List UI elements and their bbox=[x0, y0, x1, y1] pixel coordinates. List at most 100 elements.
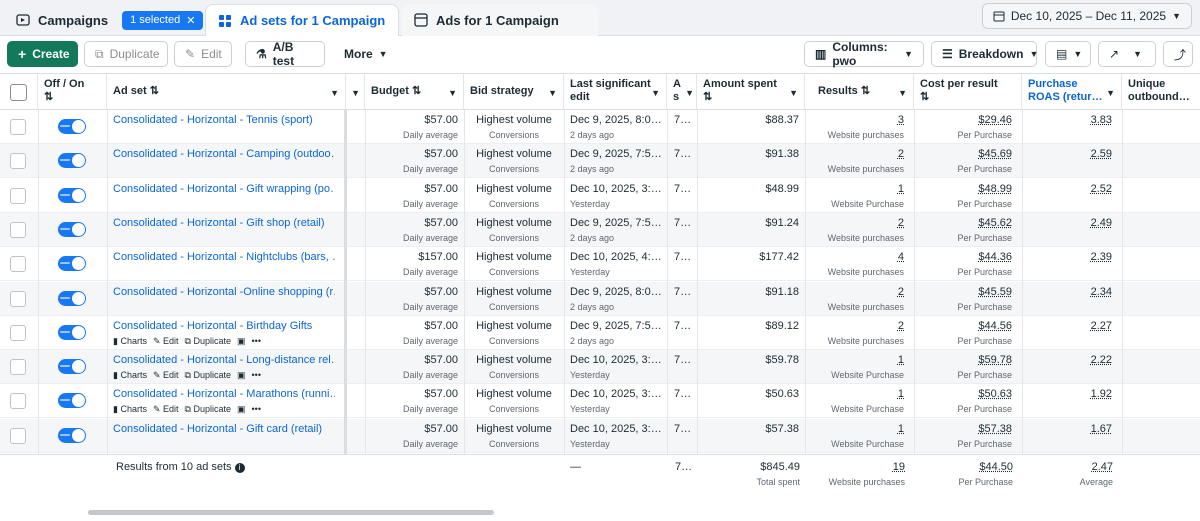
charts-action[interactable]: ▮ Charts bbox=[113, 370, 147, 381]
cost-per-result-value[interactable]: $48.99 bbox=[978, 182, 1012, 195]
on-off-toggle[interactable] bbox=[58, 153, 86, 169]
row-checkbox[interactable] bbox=[10, 359, 26, 376]
on-off-toggle[interactable] bbox=[58, 187, 86, 203]
on-off-toggle[interactable] bbox=[58, 256, 86, 272]
row-checkbox[interactable] bbox=[10, 187, 26, 204]
ad-set-name-link[interactable]: Consolidated - Horizontal - Marathons (r… bbox=[113, 388, 335, 401]
on-off-toggle[interactable] bbox=[58, 290, 86, 306]
on-off-toggle[interactable] bbox=[58, 359, 86, 375]
table-row[interactable]: Consolidated - Horizontal - Tennis (spor… bbox=[0, 110, 1200, 144]
table-row[interactable]: Consolidated - Horizontal - Nightclubs (… bbox=[0, 247, 1200, 282]
row-checkbox[interactable] bbox=[10, 221, 26, 238]
results-value[interactable]: 2 bbox=[897, 216, 904, 229]
ad-set-name-link[interactable]: Consolidated - Horizontal - Birthday Gif… bbox=[113, 319, 313, 332]
table-row[interactable]: Consolidated - Horizontal - Gift shop (r… bbox=[0, 212, 1200, 247]
table-row[interactable]: Consolidated - Horizontal - Long-distanc… bbox=[0, 350, 1200, 385]
chart-button[interactable]: ⤴ bbox=[1163, 41, 1193, 67]
roas-value[interactable]: 2.59 bbox=[1090, 148, 1112, 161]
results-value[interactable]: 2 bbox=[897, 285, 904, 298]
roas-value[interactable]: 2.27 bbox=[1090, 319, 1112, 332]
results-value[interactable]: 1 bbox=[897, 354, 904, 367]
results-value[interactable]: 1 bbox=[897, 182, 904, 195]
row-checkbox[interactable] bbox=[10, 324, 26, 341]
cost-per-result-value[interactable]: $45.69 bbox=[978, 148, 1012, 161]
more-icon[interactable]: ••• bbox=[251, 370, 261, 381]
duplicate-action[interactable]: ⧉ Duplicate bbox=[184, 335, 231, 346]
cost-per-result-value[interactable]: $59.78 bbox=[978, 354, 1012, 367]
ab-test-button[interactable]: ⚗ A/B test bbox=[245, 40, 325, 68]
row-checkbox[interactable] bbox=[10, 119, 26, 135]
header-attribution[interactable]: A s ▼ bbox=[667, 74, 697, 110]
cost-per-result-value[interactable]: $45.62 bbox=[978, 216, 1012, 229]
ad-set-name-link[interactable]: Consolidated - Horizontal - Nightclubs (… bbox=[113, 251, 335, 264]
row-checkbox[interactable] bbox=[10, 290, 26, 307]
results-value[interactable]: 1 bbox=[897, 388, 904, 401]
ad-set-name-link[interactable]: Consolidated - Horizontal - Camping (out… bbox=[113, 148, 335, 161]
results-value[interactable]: 4 bbox=[897, 251, 904, 264]
edit-button[interactable]: ✎ Edit bbox=[174, 41, 232, 67]
header-budget[interactable]: Budget ⇅ ▼ bbox=[365, 74, 464, 110]
ad-set-name-link[interactable]: Consolidated - Horizontal - Gift wrappin… bbox=[113, 182, 335, 195]
roas-value[interactable]: 2.52 bbox=[1090, 182, 1112, 195]
tab-campaigns[interactable]: Campaigns 1 selected ✕ bbox=[4, 4, 215, 36]
image-icon[interactable]: ▣ bbox=[237, 404, 246, 415]
header-bid-strategy[interactable]: Bid strategy ▼ bbox=[464, 74, 564, 110]
row-checkbox[interactable] bbox=[10, 256, 26, 273]
ad-set-name-link[interactable]: Consolidated - Horizontal -Online shoppi… bbox=[113, 285, 335, 298]
on-off-toggle[interactable] bbox=[58, 221, 86, 237]
image-icon[interactable]: ▣ bbox=[237, 335, 246, 346]
cost-per-result-value[interactable]: $57.38 bbox=[978, 422, 1012, 435]
roas-value[interactable]: 2.39 bbox=[1090, 251, 1112, 264]
header-cost-per-result[interactable]: Cost per result ⇅ bbox=[914, 74, 1022, 110]
table-row[interactable]: Consolidated - Horizontal - Gift wrappin… bbox=[0, 179, 1200, 213]
results-value[interactable]: 2 bbox=[897, 148, 904, 161]
table-row[interactable]: Consolidated - Horizontal - Marathons (r… bbox=[0, 384, 1200, 419]
results-value[interactable]: 1 bbox=[897, 422, 904, 435]
ad-set-name-link[interactable]: Consolidated - Horizontal - Tennis (spor… bbox=[113, 114, 313, 126]
ad-set-name-link[interactable]: Consolidated - Horizontal - Gift card (r… bbox=[113, 422, 323, 435]
results-value[interactable]: 2 bbox=[897, 319, 904, 332]
row-checkbox[interactable] bbox=[10, 393, 26, 410]
tab-ads[interactable]: Ads for 1 Campaign bbox=[402, 4, 598, 36]
breakdown-button[interactable]: ☰ Breakdown ▼ bbox=[931, 41, 1038, 67]
create-button[interactable]: + Create bbox=[7, 41, 78, 67]
export-button[interactable]: ↗ ▼ bbox=[1098, 41, 1156, 67]
cost-per-result-value[interactable]: $29.46 bbox=[978, 114, 1012, 126]
header-amount-spent[interactable]: Amount spent ⇅ ▼ bbox=[697, 74, 805, 110]
header-unique-outbound[interactable]: Unique outbound… bbox=[1122, 74, 1200, 110]
edit-action[interactable]: ✎ Edit bbox=[152, 370, 179, 381]
select-all-checkbox[interactable] bbox=[10, 84, 27, 101]
charts-action[interactable]: ▮ Charts bbox=[113, 335, 147, 346]
results-value[interactable]: 3 bbox=[897, 114, 904, 126]
duplicate-action[interactable]: ⧉ Duplicate bbox=[184, 370, 231, 381]
roas-value[interactable]: 1.92 bbox=[1090, 388, 1112, 401]
on-off-toggle[interactable] bbox=[58, 119, 86, 134]
more-icon[interactable]: ••• bbox=[251, 335, 261, 346]
header-results[interactable]: Results ⇅ ▼ bbox=[805, 74, 914, 110]
table-row[interactable]: Consolidated - Horizontal - Gift card (r… bbox=[0, 418, 1200, 453]
table-row[interactable]: Consolidated - Horizontal - Birthday Gif… bbox=[0, 316, 1200, 350]
on-off-toggle[interactable] bbox=[58, 324, 86, 340]
more-button[interactable]: More ▼ bbox=[334, 41, 394, 67]
on-off-toggle[interactable] bbox=[58, 427, 86, 443]
cost-per-result-value[interactable]: $44.36 bbox=[978, 251, 1012, 264]
header-ad-set[interactable]: Ad set ⇅ ▼ bbox=[107, 74, 346, 110]
cost-per-result-value[interactable]: $50.63 bbox=[978, 388, 1012, 401]
info-icon[interactable]: i bbox=[234, 463, 245, 473]
row-checkbox[interactable] bbox=[10, 427, 26, 444]
table-row[interactable]: Consolidated - Horizontal - Camping (out… bbox=[0, 144, 1200, 179]
roas-value[interactable]: 2.22 bbox=[1090, 354, 1112, 367]
date-range-picker[interactable]: Dec 10, 2025 – Dec 11, 2025 ▼ bbox=[981, 3, 1192, 29]
tab-ad-sets[interactable]: Ad sets for 1 Campaign bbox=[205, 4, 399, 36]
reports-button[interactable]: ▤ ▼ bbox=[1045, 41, 1091, 67]
more-icon[interactable]: ••• bbox=[251, 404, 261, 415]
image-icon[interactable]: ▣ bbox=[237, 370, 246, 381]
clear-selection-icon[interactable]: ✕ bbox=[186, 14, 196, 27]
table-row[interactable]: Consolidated - Horizontal -Online shoppi… bbox=[0, 281, 1200, 316]
row-checkbox[interactable] bbox=[10, 153, 26, 170]
roas-value[interactable]: 1.67 bbox=[1090, 422, 1112, 435]
cost-per-result-value[interactable]: $44.56 bbox=[978, 319, 1012, 332]
cost-per-result-value[interactable]: $45.59 bbox=[978, 285, 1012, 298]
header-off-on[interactable]: Off / On ⇅ bbox=[38, 74, 107, 110]
on-off-toggle[interactable] bbox=[58, 393, 86, 409]
